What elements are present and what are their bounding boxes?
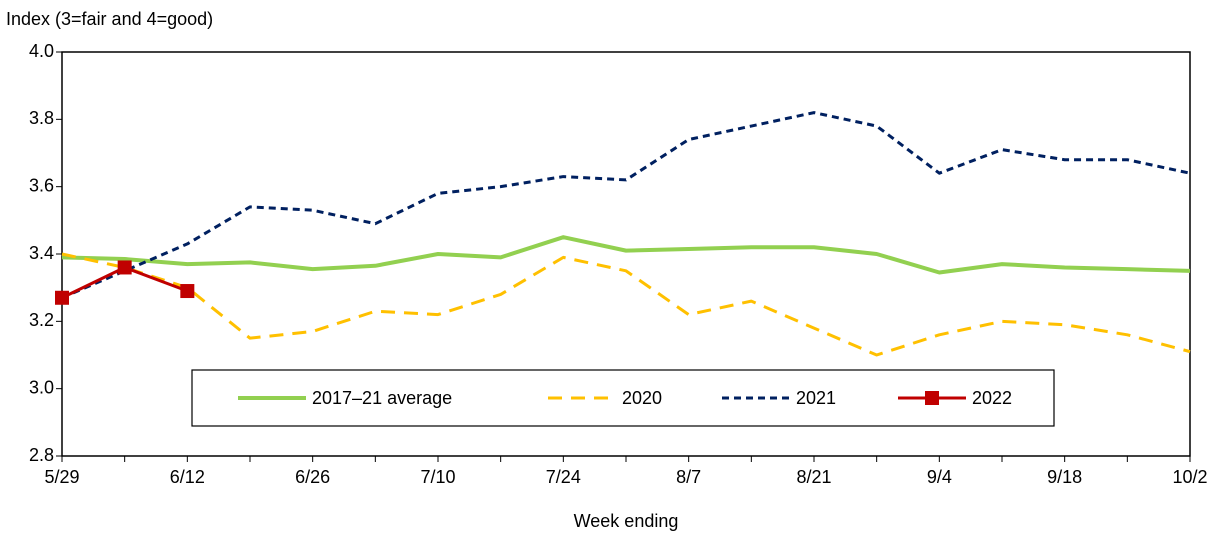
y-tick-label: 3.2 xyxy=(29,310,54,330)
x-tick-label: 9/18 xyxy=(1047,467,1082,487)
point-marker xyxy=(55,290,69,305)
x-axis-label: Week ending xyxy=(574,511,679,531)
legend-label: 2017–21 average xyxy=(312,388,452,408)
legend-label: 2022 xyxy=(972,388,1012,408)
legend-label: 2021 xyxy=(796,388,836,408)
y-tick-label: 3.8 xyxy=(29,108,54,128)
y-tick-label: 4.0 xyxy=(29,41,54,61)
x-tick-label: 8/21 xyxy=(796,467,831,487)
x-tick-label: 10/2 xyxy=(1172,467,1207,487)
y-tick-label: 3.4 xyxy=(29,243,54,263)
y-tick-label: 3.0 xyxy=(29,377,54,397)
x-tick-label: 6/26 xyxy=(295,467,330,487)
y-axis-label: Index (3=fair and 4=good) xyxy=(6,9,213,29)
x-tick-label: 5/29 xyxy=(44,467,79,487)
y-tick-label: 2.8 xyxy=(29,445,54,465)
x-tick-label: 7/24 xyxy=(546,467,581,487)
legend-label: 2020 xyxy=(622,388,662,408)
legend-marker xyxy=(925,391,939,405)
point-marker xyxy=(180,284,195,299)
point-marker xyxy=(117,260,132,275)
series-line xyxy=(61,111,1191,300)
y-tick-label: 3.6 xyxy=(29,175,54,195)
x-tick-label: 7/10 xyxy=(420,467,455,487)
x-tick-label: 6/12 xyxy=(170,467,205,487)
x-tick-label: 8/7 xyxy=(676,467,701,487)
series-line xyxy=(61,235,1191,275)
series-line xyxy=(61,252,1191,357)
x-tick-label: 9/4 xyxy=(927,467,952,487)
